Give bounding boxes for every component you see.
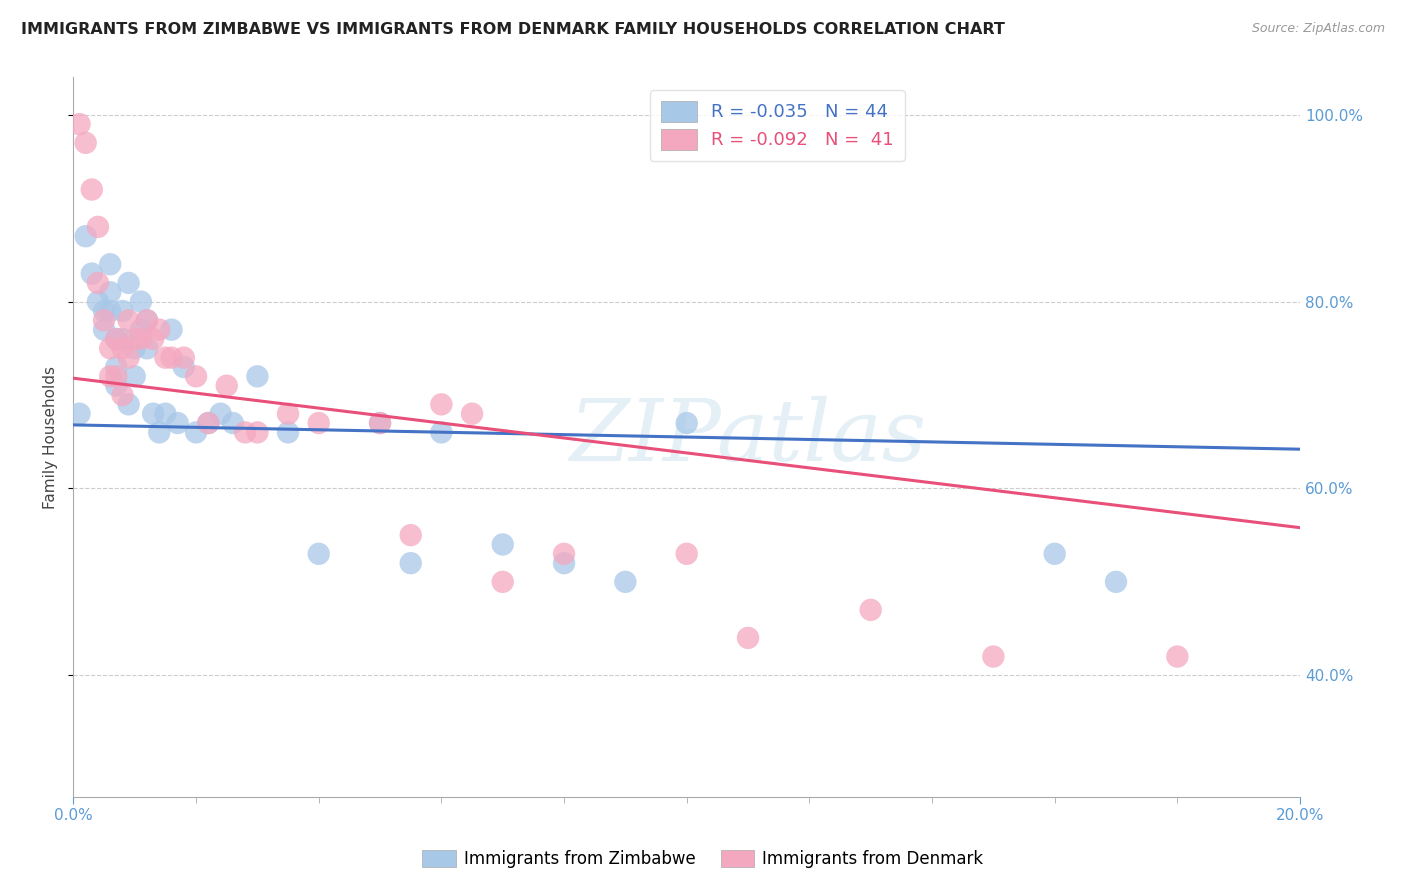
Legend: R = -0.035   N = 44, R = -0.092   N =  41: R = -0.035 N = 44, R = -0.092 N = 41 xyxy=(650,90,904,161)
Point xyxy=(308,416,330,430)
Point xyxy=(492,574,515,589)
Point xyxy=(87,276,110,290)
Text: ZIPatlas: ZIPatlas xyxy=(569,396,927,478)
Point xyxy=(209,407,232,421)
Point xyxy=(69,407,91,421)
Point xyxy=(75,136,97,150)
Point xyxy=(111,388,134,402)
Point xyxy=(246,369,269,384)
Point xyxy=(184,425,207,440)
Point xyxy=(553,556,575,570)
Point xyxy=(277,407,299,421)
Text: Source: ZipAtlas.com: Source: ZipAtlas.com xyxy=(1251,22,1385,36)
Point xyxy=(155,407,177,421)
Point xyxy=(98,341,121,355)
Point xyxy=(111,341,134,355)
Point xyxy=(160,323,183,337)
Point xyxy=(368,416,391,430)
Point xyxy=(129,294,152,309)
Point xyxy=(98,285,121,300)
Point xyxy=(80,267,103,281)
Point xyxy=(105,359,128,374)
Point xyxy=(197,416,219,430)
Point xyxy=(492,537,515,551)
Point xyxy=(98,369,121,384)
Point xyxy=(105,332,128,346)
Point xyxy=(105,332,128,346)
Point xyxy=(368,416,391,430)
Point xyxy=(129,323,152,337)
Point xyxy=(1105,574,1128,589)
Point xyxy=(136,341,159,355)
Point xyxy=(160,351,183,365)
Point xyxy=(148,425,170,440)
Point xyxy=(461,407,484,421)
Y-axis label: Family Households: Family Households xyxy=(44,366,58,508)
Point xyxy=(117,276,139,290)
Point xyxy=(173,351,195,365)
Point xyxy=(430,425,453,440)
Point xyxy=(308,547,330,561)
Point xyxy=(142,407,165,421)
Point xyxy=(277,425,299,440)
Point xyxy=(129,332,152,346)
Point xyxy=(215,378,238,392)
Point xyxy=(430,397,453,411)
Legend: Immigrants from Zimbabwe, Immigrants from Denmark: Immigrants from Zimbabwe, Immigrants fro… xyxy=(416,843,990,875)
Point xyxy=(222,416,245,430)
Point xyxy=(553,547,575,561)
Point xyxy=(105,378,128,392)
Point xyxy=(98,257,121,271)
Point xyxy=(136,313,159,327)
Point xyxy=(93,323,115,337)
Point xyxy=(75,229,97,244)
Point xyxy=(173,359,195,374)
Point xyxy=(124,341,146,355)
Point xyxy=(111,332,134,346)
Point xyxy=(859,603,882,617)
Point xyxy=(148,323,170,337)
Point xyxy=(105,369,128,384)
Point xyxy=(1043,547,1066,561)
Point xyxy=(142,332,165,346)
Point xyxy=(69,117,91,131)
Point xyxy=(1227,855,1250,869)
Point xyxy=(117,397,139,411)
Point xyxy=(80,182,103,196)
Point xyxy=(87,294,110,309)
Point xyxy=(184,369,207,384)
Point xyxy=(124,332,146,346)
Point xyxy=(737,631,759,645)
Point xyxy=(117,351,139,365)
Point xyxy=(93,313,115,327)
Point xyxy=(124,369,146,384)
Point xyxy=(675,547,697,561)
Point xyxy=(98,304,121,318)
Point xyxy=(233,425,256,440)
Point xyxy=(1166,649,1188,664)
Point xyxy=(614,574,637,589)
Point xyxy=(166,416,188,430)
Point xyxy=(117,313,139,327)
Point xyxy=(983,649,1005,664)
Point xyxy=(197,416,219,430)
Point xyxy=(93,304,115,318)
Point xyxy=(675,416,697,430)
Point xyxy=(399,528,422,542)
Point xyxy=(155,351,177,365)
Point xyxy=(246,425,269,440)
Point xyxy=(111,304,134,318)
Point xyxy=(399,556,422,570)
Text: IMMIGRANTS FROM ZIMBABWE VS IMMIGRANTS FROM DENMARK FAMILY HOUSEHOLDS CORRELATIO: IMMIGRANTS FROM ZIMBABWE VS IMMIGRANTS F… xyxy=(21,22,1005,37)
Point xyxy=(136,313,159,327)
Point xyxy=(87,219,110,234)
